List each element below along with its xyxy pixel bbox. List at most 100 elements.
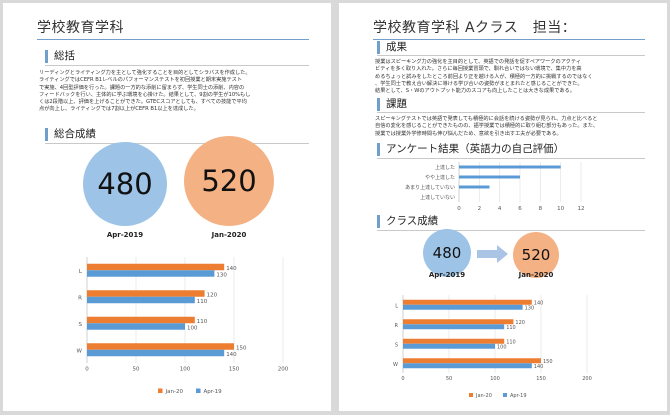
bar-Jan-20 [403, 319, 514, 325]
data-label: 130 [216, 272, 227, 278]
x-tick-label: 200 [582, 376, 592, 382]
category-label: S [79, 322, 83, 328]
x-tick-label: 12 [578, 206, 585, 212]
x-tick-label: 150 [536, 376, 546, 382]
data-label: 140 [226, 266, 237, 272]
summary-line: リーディングとライティング力を主として強化することを目的としてシラバスを作成した… [39, 70, 251, 76]
category-label: 上達していない [420, 194, 455, 201]
bar-Apr-19 [403, 343, 495, 349]
section-heading-results: 成果 [377, 41, 407, 54]
section-divider [377, 158, 645, 159]
bar-Jan-20 [87, 316, 195, 324]
x-tick-label: 100 [180, 367, 191, 373]
legend-swatch [469, 393, 473, 397]
category-label: R [78, 296, 82, 302]
data-label: 140 [534, 364, 544, 370]
bar-Jan-20 [87, 290, 205, 297]
legend-label: Jan-20 [475, 393, 492, 399]
category-label: L [79, 269, 83, 275]
issues-line: スピーキングテストでは英語で発表しても積極的に会話を続ける姿勢が見られ、力点と比… [375, 116, 598, 122]
score-label-apr2019: Apr-2019 [106, 231, 144, 239]
legend-label: Apr-19 [204, 389, 223, 395]
summary-line: くは2段階以上、評価を上げることができた。GTECスコアとしても、すべての技能で… [39, 99, 247, 106]
summary-line: フィードバックを行い、主体的に学ぶ環境を心掛けた。結果として、9割の学生が10%… [39, 91, 251, 98]
data-label: 150 [236, 345, 247, 351]
x-tick-label: 100 [490, 376, 500, 382]
results-line: 、学生同士で教え合い解決に導ける学び合いの姿勢がまとまれたと感じることができた。 [375, 80, 583, 87]
section-divider [377, 230, 645, 231]
section-heading-issues: 課題 [377, 98, 407, 111]
category-label: L [395, 303, 398, 309]
score-label-apr2019: Apr-2019 [428, 271, 466, 279]
section-heading-class: クラス成績 [377, 215, 438, 228]
bar-Apr-19 [403, 363, 532, 369]
data-label: 140 [226, 352, 237, 358]
score-circle-jan2020: 520 [513, 232, 559, 278]
data-label: 110 [506, 325, 516, 331]
score-label-jan2020: Jan-2020 [518, 271, 554, 279]
bar-Apr-19 [403, 304, 523, 310]
x-tick-label: 4 [498, 206, 502, 212]
category-label: S [395, 342, 398, 348]
category-label: W [393, 362, 398, 368]
section-divider [45, 143, 309, 144]
summary-line: ライティングではCEFR B1レベルのパフォーマンステストを初回授業と期末実施テ… [39, 77, 243, 84]
summary-paragraph: リーディングとライティング力を主として強化することを目的としてシラバスを作成した… [39, 70, 309, 114]
x-tick-label: 8 [539, 206, 543, 212]
x-tick-label: 0 [401, 376, 404, 382]
bar-Jan-20 [403, 358, 541, 364]
results-line: ビティを多く取り入れた。さらに毎回授業冒頭で、馴れ合いではない環境で、集中力を高 [375, 66, 582, 73]
category-label: 上達した [435, 164, 455, 171]
data-label: 110 [506, 339, 516, 345]
x-tick-label: 2 [478, 206, 482, 212]
skills-bar-chart-left: 0 50 100 150 200L140130R120110S110100W150140… [77, 257, 289, 395]
bar-Jan-20 [87, 343, 234, 350]
legend-label: Apr-19 [510, 393, 527, 399]
survey-bar [459, 185, 490, 189]
data-label: 120 [515, 320, 525, 326]
section-heading-summary: 総括 [45, 50, 75, 63]
page-title: 学校教育学科 Aクラス 担当： [373, 20, 577, 36]
issues-line: 自信の変化を感じることができたものの、語学授業では積極的に取り組む部分もあった。… [375, 123, 599, 130]
page-title: 学校教育学科 [37, 20, 124, 36]
x-tick-label: 0 [85, 367, 89, 373]
bar-Jan-20 [403, 299, 532, 305]
category-label: R [395, 323, 399, 329]
score-label-jan2020: Jan-2020 [211, 231, 247, 239]
bar-Apr-19 [87, 270, 215, 277]
bar-Apr-19 [87, 349, 225, 357]
data-label: 100 [497, 344, 507, 350]
arrow-right-icon [477, 245, 508, 263]
score-circle-apr2019: 480 [423, 229, 471, 277]
category-label: W [77, 349, 83, 355]
legend-swatch [158, 388, 163, 393]
results-line: 授業はスピーキング力の強化を主目的として、英語での発話を促すペアワークのアクティ [375, 59, 581, 65]
results-line: めるちょっと試みをしたところ前回より正を越ける人が、積極的一方的に挑戦するのでは… [375, 73, 593, 80]
data-label: 130 [525, 305, 535, 311]
data-label: 110 [197, 319, 208, 325]
x-tick-label: 6 [518, 206, 522, 212]
data-label: 120 [207, 292, 218, 298]
data-label: 150 [543, 359, 553, 365]
results-paragraph: 授業はスピーキング力の強化を主目的として、英語での発話を促すペアワークのアクティ… [375, 59, 647, 95]
legend-label: Jan-20 [165, 389, 184, 395]
survey-bar [459, 165, 561, 169]
legend-swatch [196, 388, 201, 393]
data-label: 100 [187, 325, 198, 331]
x-tick-label: 200 [278, 367, 289, 373]
summary-line: で実施、4回型評価を行った。課題の一方的な添削に留まらず、学生同士の添削、内容の [39, 84, 245, 91]
survey-bar [459, 175, 520, 179]
bar-Apr-19 [87, 296, 195, 304]
bar-Jan-20 [87, 263, 225, 271]
page-left: 学校教育学科 総括 リーディングとライティング力を主として強化することを目的とし… [3, 3, 331, 411]
results-line: 結果として、S・Wのアウトプット能力のスコアも向上したことは大きな成果である。 [375, 88, 575, 95]
x-tick-label: 50 [133, 367, 140, 373]
data-label: 140 [534, 300, 544, 306]
data-label: 110 [197, 299, 208, 305]
section-divider [377, 112, 645, 113]
issues-line: 授業では授業外学修時間も伸び悩んだため、意欲を引き出す工夫が必要である。 [375, 130, 562, 137]
x-tick-label: 10 [557, 206, 564, 212]
title-underline [37, 39, 309, 40]
